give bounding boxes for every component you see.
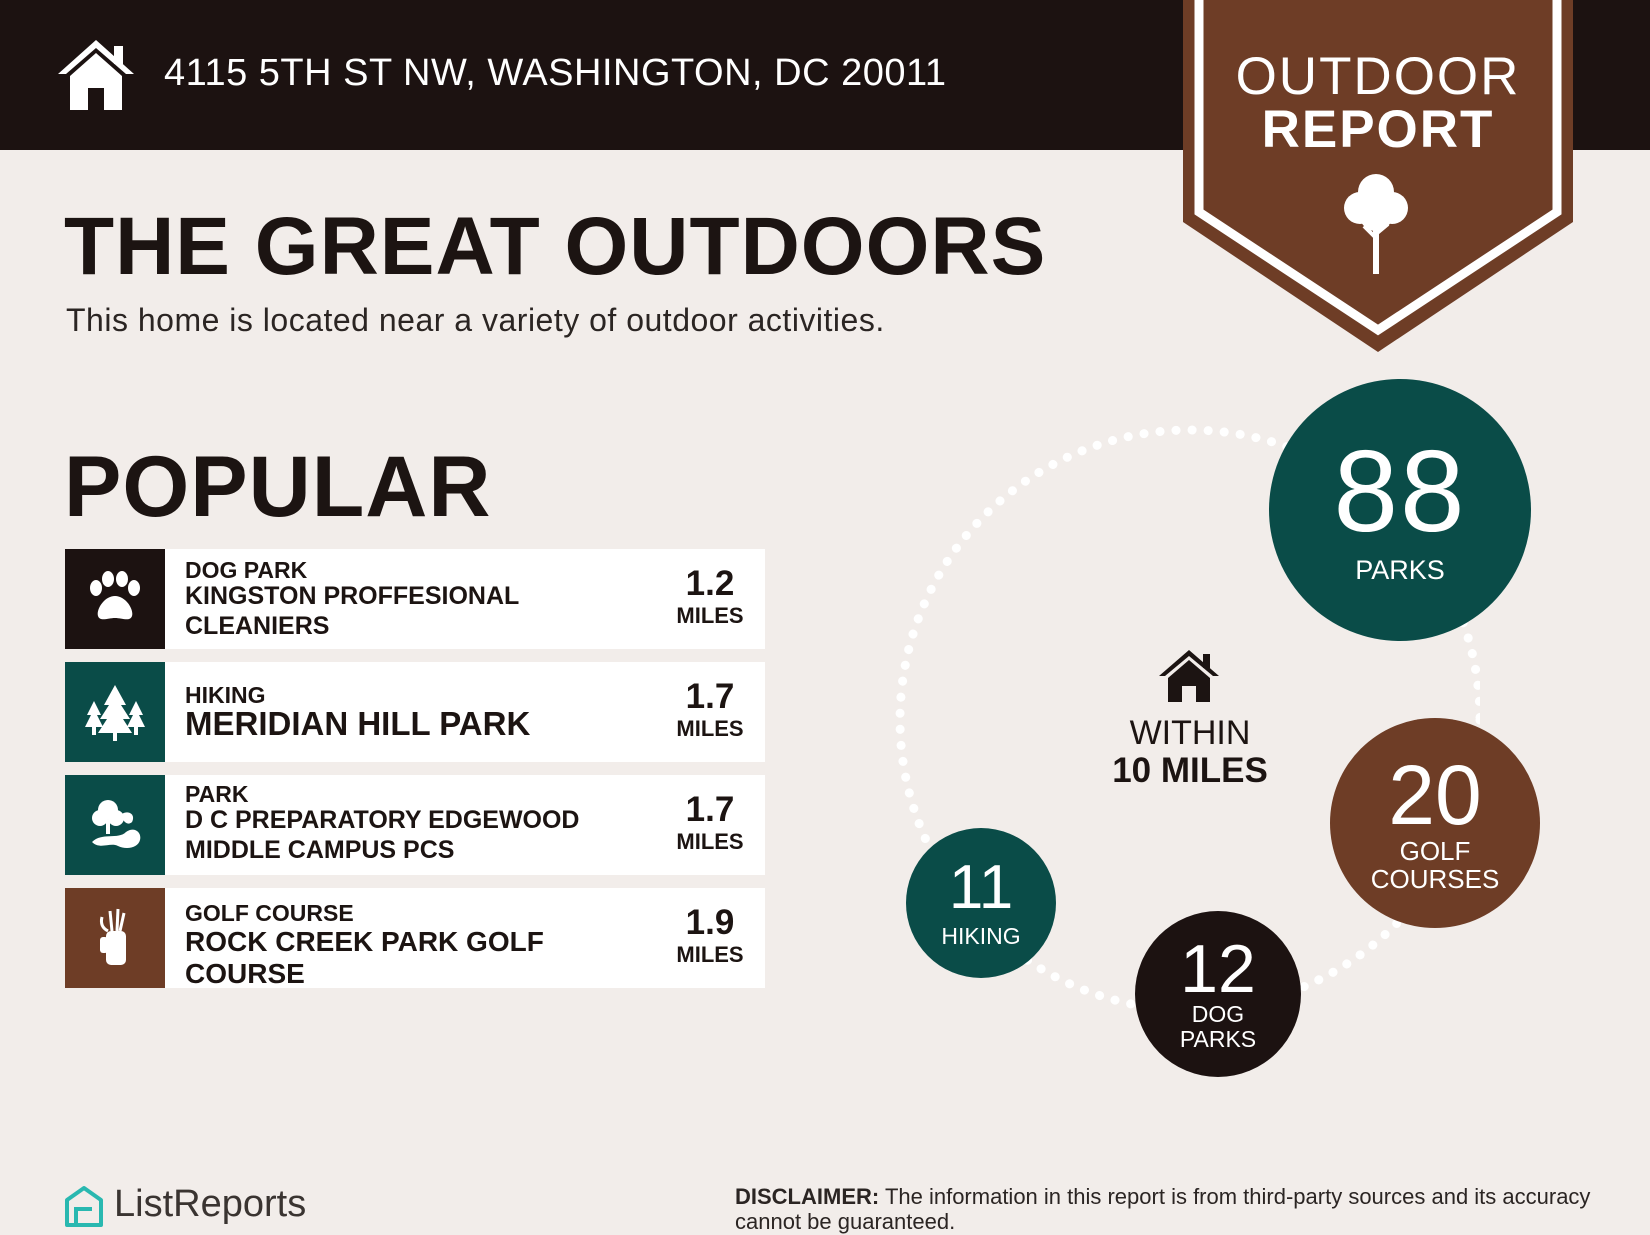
distance-value: 1.7: [685, 790, 735, 829]
parks-count: 88: [1333, 425, 1467, 556]
item-category: PARK: [185, 781, 249, 807]
golf-bag-icon: [100, 908, 126, 965]
parks-count-circle: 88 PARKS: [1269, 379, 1531, 641]
list-item: GOLF COURSE ROCK CREEK PARK GOLF COURSE …: [65, 888, 765, 989]
page-title: THE GREAT OUTDOORS: [64, 201, 1047, 292]
tree-icon: [1344, 174, 1408, 274]
hiking-count-circle: 11 HIKING: [906, 828, 1056, 978]
item-name: KINGSTON PROFFESIONAL CLEANIERS: [185, 582, 519, 640]
disclaimer-label: DISCLAIMER:: [735, 1184, 880, 1209]
brand-name: ListReports: [114, 1183, 307, 1225]
badge-title: OUTDOOR REPORT: [1183, 50, 1573, 156]
golf-label-line-1: GOLF: [1399, 836, 1471, 866]
distance-value: 1.2: [685, 564, 735, 603]
distance-unit: MILES: [676, 829, 744, 854]
trees-icon: [85, 685, 145, 741]
distance-unit: MILES: [676, 942, 744, 967]
dog-parks-count: 12: [1180, 931, 1256, 1007]
distance-value: 1.7: [685, 677, 735, 716]
dog-parks-count-circle: 12 DOG PARKS: [1135, 911, 1301, 1077]
property-address: 4115 5TH ST NW, WASHINGTON, DC 20011: [164, 52, 947, 94]
listreports-logo-icon: [65, 1186, 103, 1227]
distance-unit: MILES: [676, 603, 744, 628]
within-radius: WITHIN 10 MILES: [1090, 714, 1290, 790]
hiking-count: 11: [948, 853, 1014, 922]
item-distance: 1.7 MILES: [660, 678, 760, 742]
item-distance: 1.2 MILES: [660, 565, 760, 629]
item-distance: 1.9 MILES: [660, 904, 760, 968]
dog-parks-label-line-1: DOG: [1191, 1001, 1245, 1027]
item-name: D C PREPARATORY EDGEWOOD MIDDLE CAMPUS P…: [185, 806, 580, 864]
icon-tile: [65, 888, 165, 988]
icon-tile: [65, 549, 165, 649]
disclaimer: DISCLAIMER: The information in this repo…: [735, 1184, 1595, 1234]
distance-unit: MILES: [676, 716, 744, 741]
within-distance: 10 MILES: [1112, 751, 1268, 790]
item-name: ROCK CREEK PARK GOLF COURSE: [185, 926, 544, 989]
item-category: GOLF COURSE: [185, 900, 354, 926]
item-category: DOG PARK: [185, 557, 308, 583]
within-label: WITHIN: [1129, 714, 1251, 752]
house-icon: [1159, 650, 1219, 702]
badge-line-1: OUTDOOR: [1235, 47, 1521, 106]
house-icon: [58, 40, 134, 110]
golf-count: 20: [1388, 748, 1482, 842]
badge-line-2: REPORT: [1261, 100, 1495, 159]
park-icon: [92, 800, 141, 848]
icon-tile: [65, 775, 165, 875]
popular-heading: POPULAR: [64, 439, 492, 535]
list-item: PARK D C PREPARATORY EDGEWOOD MIDDLE CAM…: [65, 775, 765, 875]
page-subtitle: This home is located near a variety of o…: [66, 302, 885, 338]
parks-label: PARKS: [1355, 554, 1445, 585]
disclaimer-text: The information in this report is from t…: [735, 1184, 1591, 1234]
item-category: HIKING: [185, 682, 266, 708]
distance-value: 1.9: [685, 903, 735, 942]
hiking-label: HIKING: [941, 923, 1021, 949]
list-item: HIKING MERIDIAN HILL PARK 1.7 MILES: [65, 662, 765, 762]
item-distance: 1.7 MILES: [660, 791, 760, 855]
item-name: MERIDIAN HILL PARK: [185, 705, 531, 742]
list-item: DOG PARK KINGSTON PROFFESIONAL CLEANIERS…: [65, 549, 765, 649]
icon-tile: [65, 662, 165, 762]
golf-count-circle: 20 GOLF COURSES: [1330, 718, 1540, 928]
paw-icon: [90, 571, 140, 620]
golf-label-line-2: COURSES: [1370, 864, 1500, 894]
dog-parks-label-line-2: PARKS: [1179, 1026, 1257, 1052]
